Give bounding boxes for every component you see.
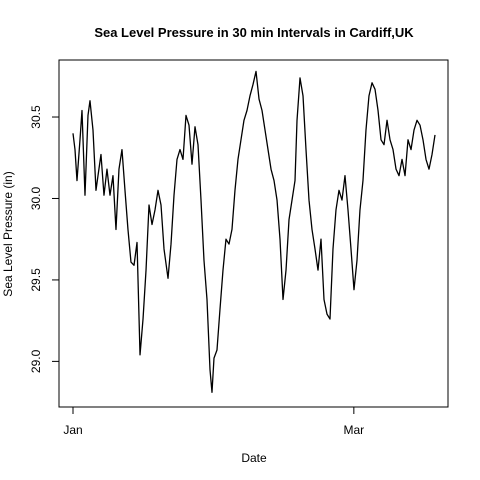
- data-line: [72, 70, 436, 393]
- x-tick-label: Mar: [344, 423, 365, 437]
- chart-title: Sea Level Pressure in 30 min Intervals i…: [94, 25, 414, 40]
- y-tick-label: 30.5: [29, 105, 43, 129]
- y-tick-label: 30.0: [29, 186, 43, 210]
- x-tick-label: Jan: [63, 423, 82, 437]
- x-axis-label: Date: [241, 451, 267, 465]
- y-axis-label: Sea Level Pressure (in): [1, 171, 15, 296]
- y-tick-label: 29.0: [29, 349, 43, 373]
- y-tick-label: 29.5: [29, 268, 43, 292]
